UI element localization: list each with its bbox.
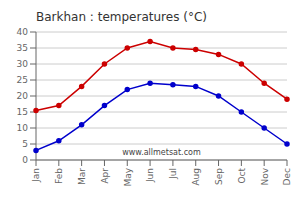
svg-text:Mar: Mar xyxy=(77,168,87,185)
svg-text:Oct: Oct xyxy=(237,168,247,184)
svg-text:30: 30 xyxy=(17,59,29,69)
html-text:www.allmetsat.com: www.allmetsat.com xyxy=(122,148,201,157)
svg-text:Jan: Jan xyxy=(31,168,41,183)
svg-text:Dec: Dec xyxy=(282,168,292,185)
svg-text:15: 15 xyxy=(17,107,28,117)
svg-text:Aug: Aug xyxy=(191,168,201,186)
svg-text:0: 0 xyxy=(22,155,28,165)
svg-text:Sep: Sep xyxy=(214,168,224,185)
svg-text:Nov: Nov xyxy=(260,167,270,185)
svg-text:10: 10 xyxy=(17,123,29,133)
svg-text:40: 40 xyxy=(17,27,29,37)
svg-text:35: 35 xyxy=(17,43,28,53)
svg-text:25: 25 xyxy=(17,75,28,85)
svg-text:Jun: Jun xyxy=(145,168,155,183)
svg-text:20: 20 xyxy=(17,91,29,101)
svg-text:5: 5 xyxy=(22,139,28,149)
svg-text:Jul: Jul xyxy=(168,168,178,180)
html-text:Barkhan : temperatures (°C): Barkhan : temperatures (°C) xyxy=(36,10,207,24)
svg-text:Feb: Feb xyxy=(54,168,64,184)
svg-text:May: May xyxy=(123,167,133,186)
svg-text:Apr: Apr xyxy=(100,168,110,184)
